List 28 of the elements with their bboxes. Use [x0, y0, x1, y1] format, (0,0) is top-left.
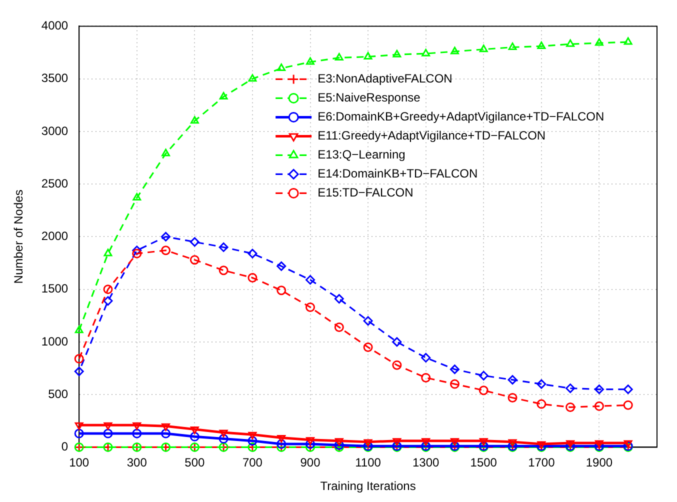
y-axis-title: Number of Nodes	[12, 190, 26, 284]
y-tick-label: 1000	[41, 334, 68, 348]
y-tick-label: 1500	[41, 282, 68, 296]
legend-label: E6:DomainKB+Greedy+AdaptVigilance+TD−FALCON	[318, 110, 604, 124]
legend-label: E11:Greedy+AdaptVigilance+TD−FALCON	[318, 128, 546, 143]
legend-label: E3:NonAdaptiveFALCON	[318, 72, 452, 86]
legend-label: E5:NaiveResponse	[318, 90, 421, 105]
x-tick-label: 1700	[528, 456, 556, 470]
legend-label: E15:TD−FALCON	[318, 186, 414, 200]
x-tick-label: 700	[242, 456, 263, 470]
y-tick-label: 3000	[41, 124, 68, 138]
y-tick-label: 500	[48, 386, 68, 401]
x-tick-label: 100	[69, 456, 90, 470]
y-tick-label: 2000	[41, 229, 68, 244]
x-tick-label: 900	[300, 456, 321, 470]
y-tick-label: 4000	[41, 18, 68, 33]
legend-label: E13:Q−Learning	[318, 148, 406, 162]
x-tick-label: 1300	[412, 456, 440, 470]
x-tick-label: 500	[184, 456, 206, 470]
y-tick-label: 0	[61, 440, 68, 454]
y-tick-label: 3500	[41, 71, 68, 86]
x-tick-label: 1900	[586, 456, 613, 470]
legend-label: E14:DomainKB+TD−FALCON	[318, 166, 478, 181]
x-axis-title: Training Iterations	[320, 479, 416, 494]
x-tick-label: 1500	[470, 456, 498, 470]
y-tick-label: 2500	[41, 176, 68, 190]
x-tick-label: 1100	[355, 456, 382, 470]
x-tick-label: 300	[126, 456, 148, 470]
